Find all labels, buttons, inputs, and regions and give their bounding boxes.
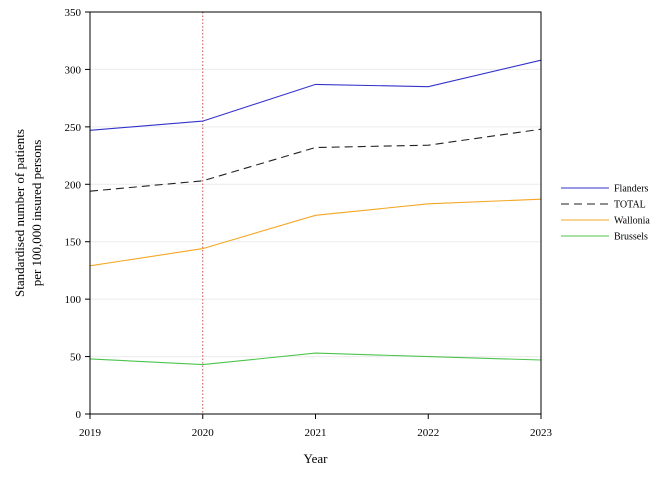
y-axis-title-line-2: per 100,000 insured persons (29, 140, 44, 287)
legend-label-flanders: Flanders (614, 184, 649, 195)
legend-label-brussels: Brussels (614, 232, 648, 243)
y-tick-label: 150 (65, 237, 82, 249)
x-tick-label: 2020 (192, 427, 215, 439)
y-axis-title-line-1: Standardised number of patients (12, 129, 27, 297)
plot-frame (89, 11, 542, 415)
series-line-flanders (89, 59, 542, 131)
y-tick-label: 350 (65, 7, 82, 19)
legend-label-wallonia: Wallonia (614, 216, 650, 227)
x-tick-label: 2019 (79, 427, 102, 439)
legend: Flanders TOTAL Wallonia Brussels (561, 184, 650, 243)
x-axis-title: Year (304, 451, 329, 466)
x-tick-label: 2023 (530, 427, 553, 439)
series-line-total (89, 128, 542, 192)
y-tick-label: 300 (65, 64, 82, 76)
y-tick-label: 250 (65, 122, 82, 134)
y-axis: 0 50 100 150 200 250 300 350 (65, 7, 90, 421)
x-tick-label: 2021 (305, 427, 327, 439)
y-tick-label: 50 (70, 352, 82, 364)
x-axis: 2019 2020 2021 2022 2023 (79, 414, 553, 439)
legend-label-total: TOTAL (614, 200, 646, 211)
y-tick-label: 200 (65, 179, 82, 191)
y-tick-label: 0 (76, 409, 82, 421)
grid-lines (90, 11, 541, 415)
series-layer (89, 59, 542, 366)
series-line-brussels (89, 352, 542, 366)
y-tick-label: 100 (65, 294, 82, 306)
x-tick-label: 2022 (417, 427, 439, 439)
series-line-wallonia (89, 198, 542, 267)
